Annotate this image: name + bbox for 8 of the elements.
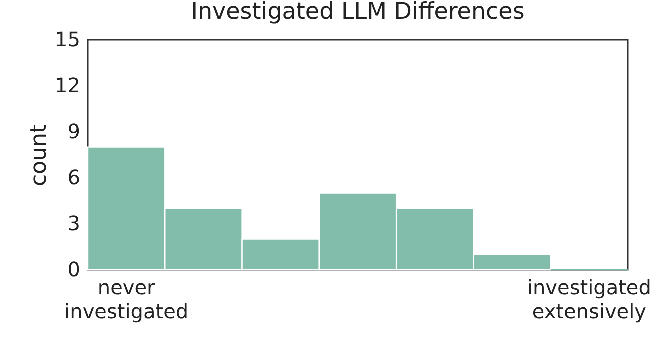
y-tick-label: 9	[68, 120, 80, 144]
y-tick-label: 3	[68, 212, 80, 236]
x-tick-label: investigated extensively	[527, 276, 652, 324]
chart-title: Investigated LLM Differences	[191, 0, 525, 25]
y-axis-title: count	[27, 124, 52, 187]
y-tick-label: 6	[68, 166, 80, 190]
y-tick-label: 12	[55, 74, 80, 98]
y-tick-label: 15	[55, 28, 80, 52]
